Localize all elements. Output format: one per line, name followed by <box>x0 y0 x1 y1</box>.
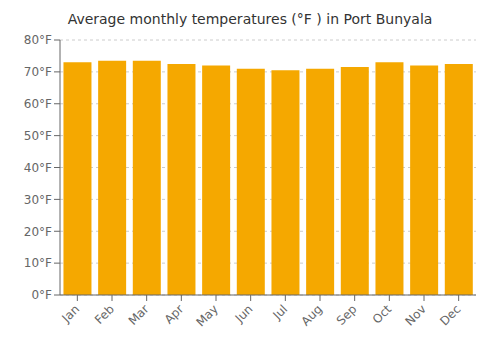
svg-text:60°F: 60°F <box>24 97 52 111</box>
svg-text:Mar: Mar <box>126 302 152 328</box>
svg-text:Jun: Jun <box>232 302 256 326</box>
svg-text:Nov: Nov <box>402 302 428 328</box>
svg-text:Feb: Feb <box>92 302 117 327</box>
svg-text:Aug: Aug <box>298 302 324 328</box>
svg-text:70°F: 70°F <box>24 65 52 79</box>
svg-text:Oct: Oct <box>370 302 395 327</box>
svg-text:50°F: 50°F <box>24 129 52 143</box>
svg-text:10°F: 10°F <box>24 256 52 270</box>
svg-text:0°F: 0°F <box>31 288 52 302</box>
html-text:Average monthly temperatures (: Average monthly temperatures (°F ) in Po… <box>67 11 433 27</box>
svg-text:40°F: 40°F <box>24 161 52 175</box>
svg-text:Jul: Jul <box>269 302 290 323</box>
svg-text:30°F: 30°F <box>24 193 52 207</box>
svg-text:80°F: 80°F <box>24 33 52 47</box>
svg-text:Apr: Apr <box>162 302 187 327</box>
svg-text:Dec: Dec <box>437 302 463 328</box>
svg-text:May: May <box>194 302 221 329</box>
svg-text:Jan: Jan <box>59 302 83 326</box>
svg-text:20°F: 20°F <box>24 225 52 239</box>
svg-text:Sep: Sep <box>334 302 360 328</box>
